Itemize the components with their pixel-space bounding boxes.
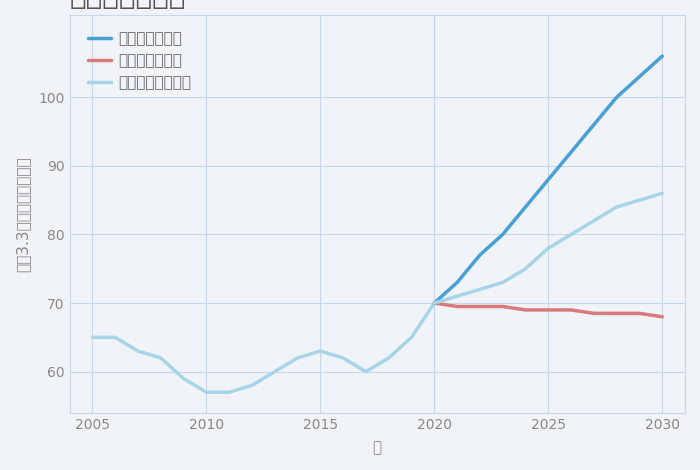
ノーマルシナリオ bbox=[567, 232, 575, 237]
グッドシナリオ bbox=[430, 300, 438, 306]
バッドシナリオ bbox=[476, 304, 484, 309]
Legend: グッドシナリオ, バッドシナリオ, ノーマルシナリオ: グッドシナリオ, バッドシナリオ, ノーマルシナリオ bbox=[83, 27, 196, 94]
ノーマルシナリオ bbox=[430, 300, 438, 306]
バッドシナリオ bbox=[544, 307, 552, 313]
バッドシナリオ bbox=[589, 311, 598, 316]
Y-axis label: 坪（3.3㎡）単価（万円）: 坪（3.3㎡）単価（万円） bbox=[15, 156, 30, 272]
グッドシナリオ bbox=[453, 280, 461, 285]
グッドシナリオ bbox=[658, 53, 666, 59]
Line: ノーマルシナリオ: ノーマルシナリオ bbox=[434, 193, 662, 303]
グッドシナリオ bbox=[635, 74, 643, 79]
バッドシナリオ bbox=[498, 304, 507, 309]
Text: 土地の価格推移: 土地の価格推移 bbox=[69, 0, 186, 10]
グッドシナリオ bbox=[544, 177, 552, 182]
バッドシナリオ bbox=[567, 307, 575, 313]
ノーマルシナリオ bbox=[635, 197, 643, 203]
ノーマルシナリオ bbox=[658, 190, 666, 196]
バッドシナリオ bbox=[430, 300, 438, 306]
ノーマルシナリオ bbox=[498, 280, 507, 285]
グッドシナリオ bbox=[589, 122, 598, 127]
ノーマルシナリオ bbox=[476, 287, 484, 292]
ノーマルシナリオ bbox=[453, 293, 461, 299]
バッドシナリオ bbox=[612, 311, 621, 316]
バッドシナリオ bbox=[522, 307, 530, 313]
グッドシナリオ bbox=[476, 252, 484, 258]
ノーマルシナリオ bbox=[522, 266, 530, 272]
ノーマルシナリオ bbox=[589, 218, 598, 224]
バッドシナリオ bbox=[453, 304, 461, 309]
グッドシナリオ bbox=[612, 94, 621, 100]
ノーマルシナリオ bbox=[612, 204, 621, 210]
Line: バッドシナリオ: バッドシナリオ bbox=[434, 303, 662, 317]
グッドシナリオ bbox=[498, 232, 507, 237]
バッドシナリオ bbox=[635, 311, 643, 316]
X-axis label: 年: 年 bbox=[372, 440, 382, 455]
Line: グッドシナリオ: グッドシナリオ bbox=[434, 56, 662, 303]
グッドシナリオ bbox=[567, 149, 575, 155]
ノーマルシナリオ bbox=[544, 245, 552, 251]
バッドシナリオ bbox=[658, 314, 666, 320]
グッドシナリオ bbox=[522, 204, 530, 210]
